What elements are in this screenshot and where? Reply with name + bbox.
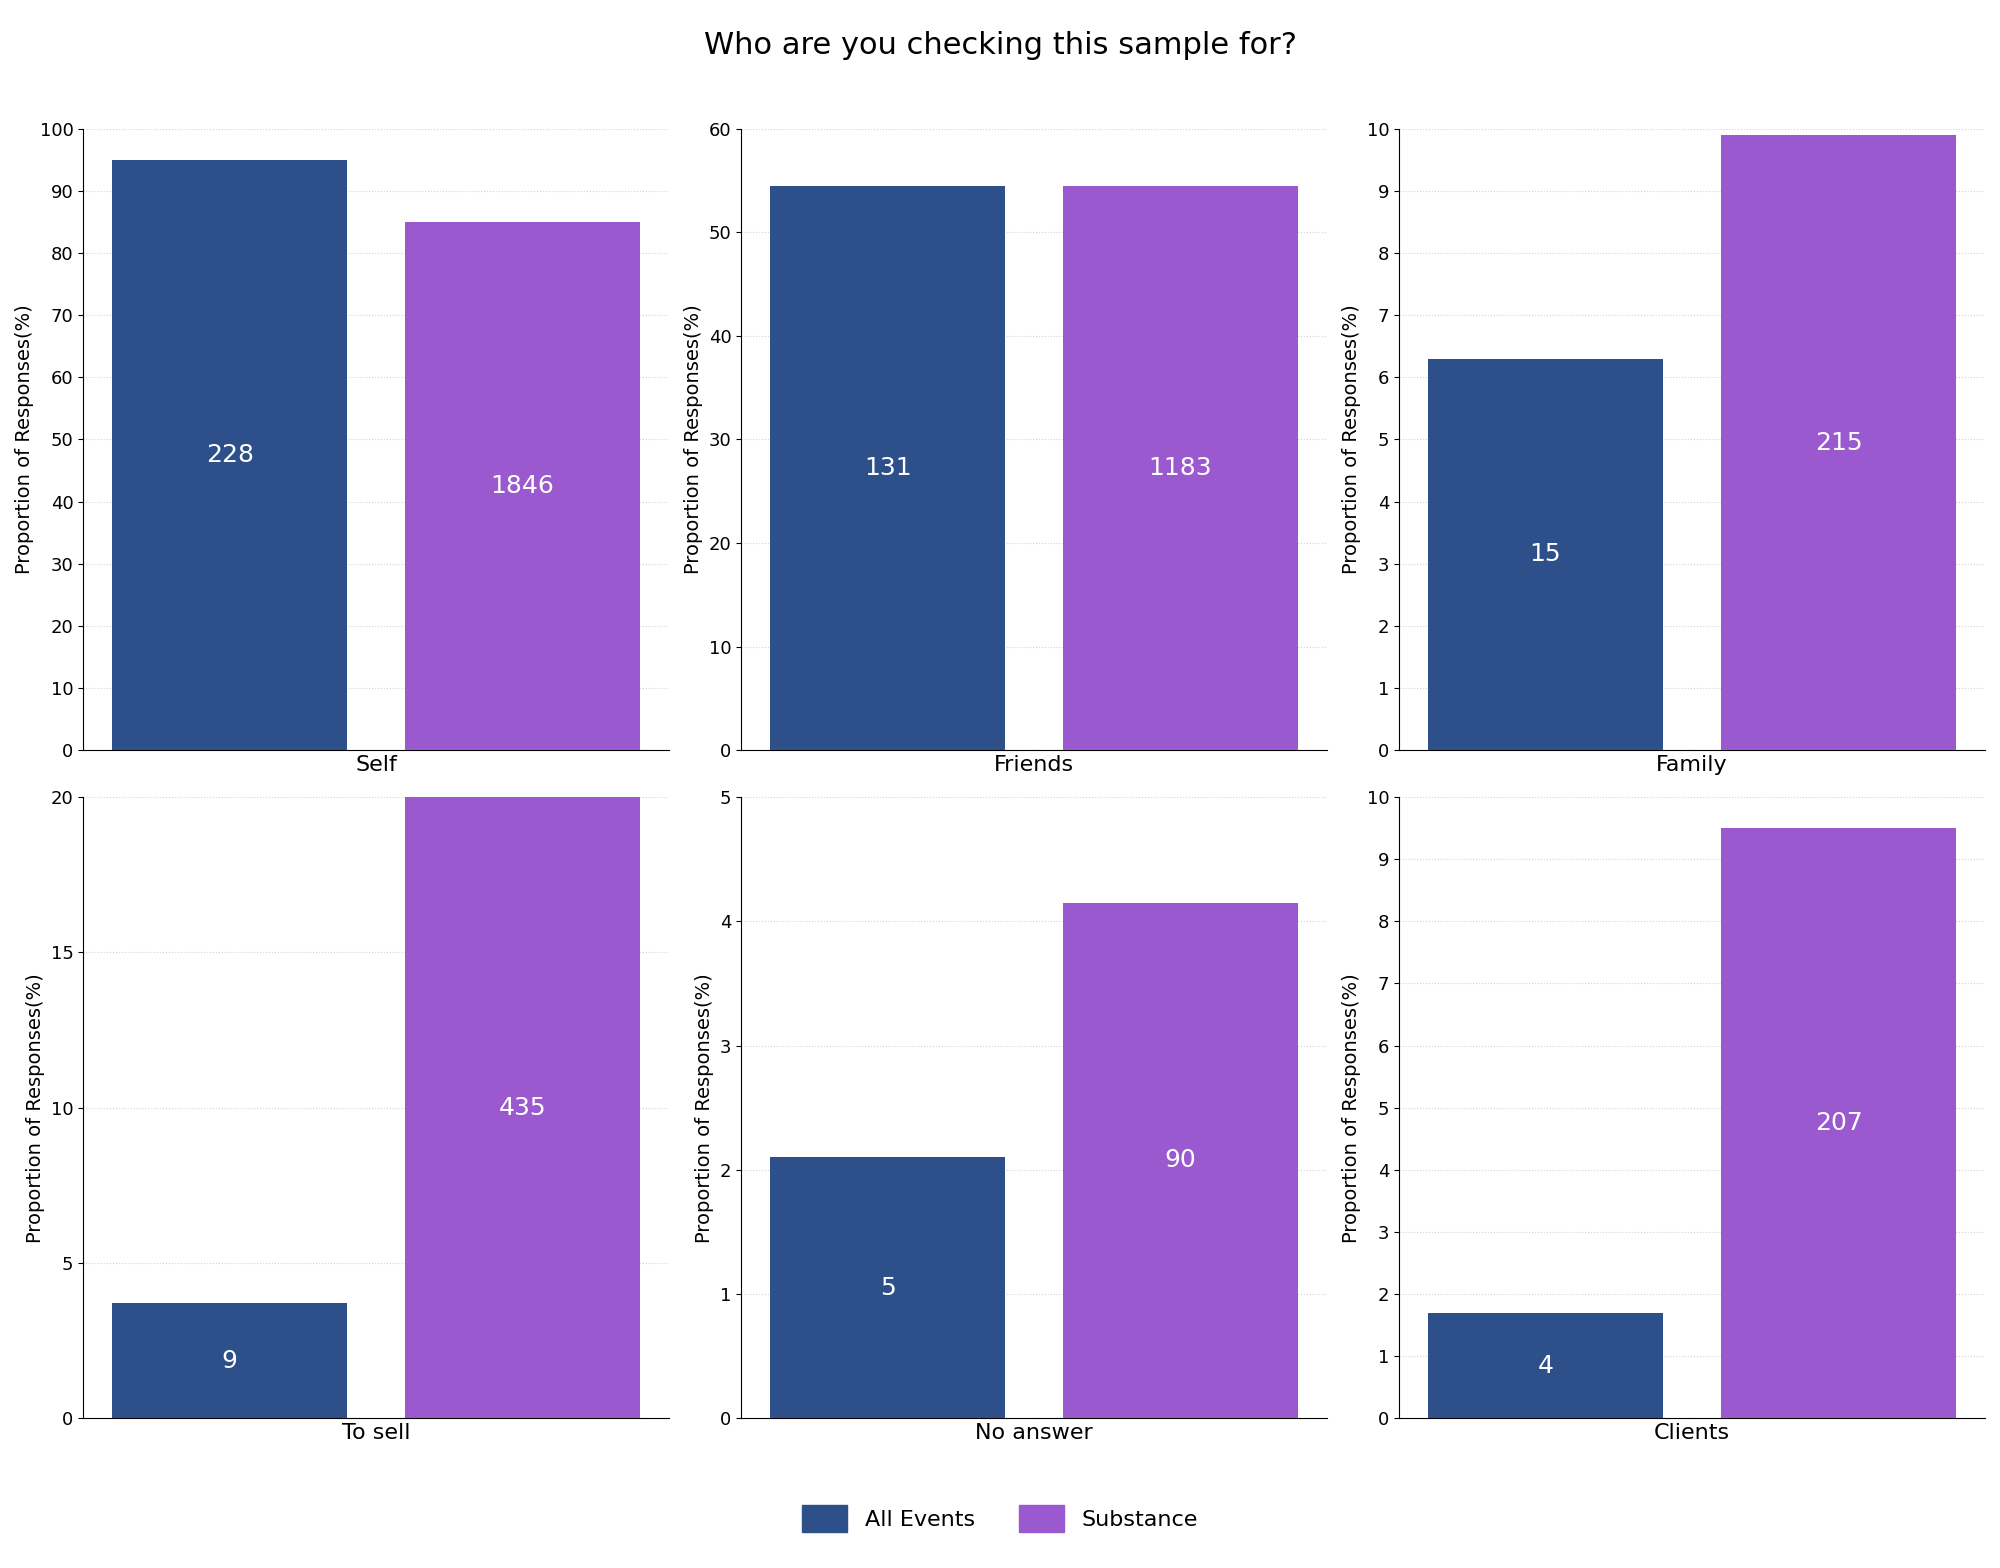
Text: 5: 5 bbox=[880, 1276, 896, 1300]
Text: 207: 207 bbox=[1814, 1112, 1862, 1135]
Bar bbox=[770, 1157, 1004, 1419]
Bar bbox=[406, 223, 640, 750]
Y-axis label: Proportion of Responses(%): Proportion of Responses(%) bbox=[1342, 972, 1362, 1242]
Y-axis label: Proportion of Responses(%): Proportion of Responses(%) bbox=[696, 972, 714, 1242]
Bar bbox=[1428, 359, 1662, 750]
Y-axis label: Proportion of Responses(%): Proportion of Responses(%) bbox=[1342, 304, 1362, 574]
Text: 15: 15 bbox=[1530, 543, 1562, 566]
Y-axis label: Proportion of Responses(%): Proportion of Responses(%) bbox=[14, 304, 34, 574]
Text: 131: 131 bbox=[864, 456, 912, 480]
Bar bbox=[1064, 903, 1298, 1419]
Bar bbox=[406, 797, 640, 1419]
Text: 90: 90 bbox=[1164, 1148, 1196, 1173]
Bar bbox=[1722, 135, 1956, 750]
Y-axis label: Proportion of Responses(%): Proportion of Responses(%) bbox=[684, 304, 704, 574]
Text: 435: 435 bbox=[498, 1096, 546, 1120]
Legend: All Events, Substance: All Events, Substance bbox=[794, 1496, 1206, 1541]
Text: 215: 215 bbox=[1814, 431, 1862, 455]
Bar bbox=[112, 160, 346, 750]
Bar bbox=[1064, 185, 1298, 750]
Text: 228: 228 bbox=[206, 442, 254, 467]
Bar bbox=[1428, 1312, 1662, 1419]
Bar bbox=[1722, 828, 1956, 1419]
Text: 9: 9 bbox=[222, 1348, 238, 1374]
Text: Who are you checking this sample for?: Who are you checking this sample for? bbox=[704, 31, 1296, 60]
Text: 1183: 1183 bbox=[1148, 456, 1212, 480]
Y-axis label: Proportion of Responses(%): Proportion of Responses(%) bbox=[26, 972, 44, 1242]
Text: 1846: 1846 bbox=[490, 474, 554, 499]
Text: 4: 4 bbox=[1538, 1353, 1554, 1378]
Bar bbox=[770, 185, 1004, 750]
Bar bbox=[112, 1303, 346, 1419]
